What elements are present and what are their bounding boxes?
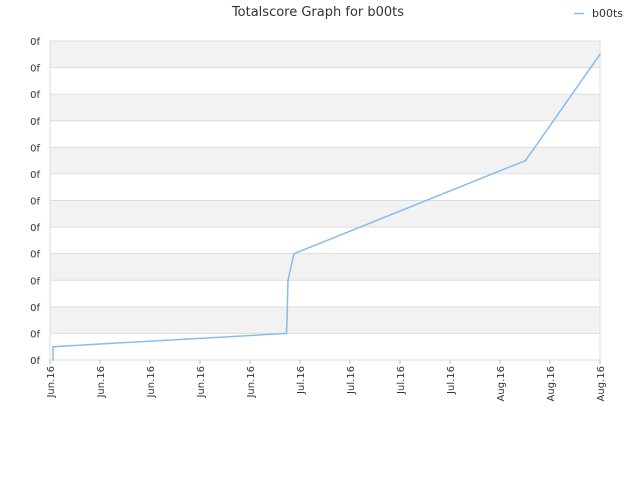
x-tick-label: Jul.16 bbox=[396, 366, 407, 395]
data-point bbox=[293, 252, 295, 255]
background-bands bbox=[50, 41, 600, 334]
data-point bbox=[286, 319, 288, 321]
x-tick-label: Aug.16 bbox=[496, 366, 507, 401]
x-tick-label: Jul.16 bbox=[346, 366, 357, 395]
y-tick-label: 0f bbox=[30, 37, 40, 48]
y-tick-label: 0f bbox=[30, 303, 40, 314]
y-tick-label: 0f bbox=[30, 143, 40, 154]
chart-title: Totalscore Graph for b00ts bbox=[231, 5, 404, 20]
x-tick-label: Aug.16 bbox=[546, 366, 557, 401]
data-point bbox=[285, 332, 288, 335]
data-point bbox=[52, 345, 54, 348]
background-band bbox=[50, 253, 600, 281]
y-tick-label: 0f bbox=[30, 223, 40, 234]
y-tick-label: 0f bbox=[30, 117, 40, 128]
y-tick-label: 0f bbox=[30, 329, 40, 340]
y-axis-ticks: 0f 0f 0f 0f 0f 0f 0f 0f 0f 0f 0f 0f 0f bbox=[30, 37, 40, 367]
plot-border bbox=[49, 41, 601, 360]
legend-series-label: b00ts bbox=[592, 7, 623, 20]
data-point bbox=[287, 279, 289, 282]
data-point bbox=[52, 359, 54, 361]
data-point bbox=[524, 159, 527, 162]
series-line-b00ts bbox=[52, 53, 601, 360]
x-tick-label: Jun.16 bbox=[96, 366, 107, 399]
y-tick-label: 0f bbox=[30, 170, 40, 181]
x-tick-label: Jun.16 bbox=[46, 366, 57, 399]
gridlines bbox=[50, 40, 600, 361]
series-layer bbox=[52, 53, 601, 361]
data-point bbox=[599, 53, 601, 56]
background-band bbox=[50, 41, 600, 68]
x-tick-label: Aug.16 bbox=[596, 366, 607, 401]
y-tick-label: 0f bbox=[30, 197, 40, 208]
x-tick-label: Jun.16 bbox=[146, 366, 157, 399]
background-band bbox=[50, 306, 600, 334]
y-tick-label: 0f bbox=[30, 250, 40, 261]
y-tick-label: 0f bbox=[30, 356, 40, 367]
y-tick-label: 0f bbox=[30, 90, 40, 101]
background-band bbox=[50, 94, 600, 121]
x-tick-label: Jul.16 bbox=[446, 366, 457, 395]
x-tick-label: Jul.16 bbox=[296, 366, 307, 395]
x-tick-label: Jun.16 bbox=[196, 366, 207, 399]
x-tick-label: Jun.16 bbox=[246, 366, 257, 399]
legend[interactable]: b00ts bbox=[574, 7, 623, 20]
y-tick-label: 0f bbox=[30, 64, 40, 75]
y-tick-label: 0f bbox=[30, 276, 40, 287]
background-band bbox=[50, 200, 600, 228]
background-band bbox=[50, 147, 600, 174]
x-axis-ticks: Jun.16 Jun.16 Jun.16 Jun.16 Jun.16 Jul.16 Jul.… bbox=[46, 360, 607, 401]
